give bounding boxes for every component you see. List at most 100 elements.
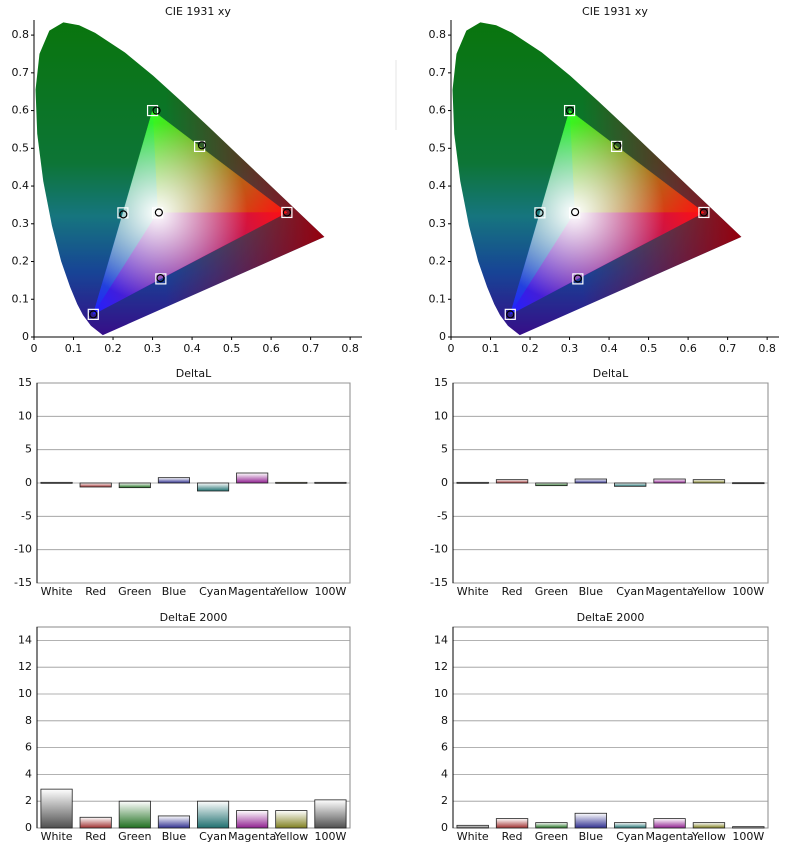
y-tick-label: -5: [21, 509, 32, 522]
bar: [275, 481, 308, 484]
bar: [197, 482, 230, 492]
y-tick-label: 0.5: [12, 141, 30, 154]
y-tick-label: 8: [25, 714, 32, 727]
measured-marker: [535, 208, 544, 217]
target-marker: [568, 207, 581, 219]
measured-marker: [156, 274, 165, 283]
y-tick-label: 0.8: [12, 28, 30, 41]
x-tick-label: 0.7: [302, 342, 320, 355]
bar: [157, 477, 190, 484]
bar: [118, 800, 151, 829]
y-tick-label: 10: [434, 687, 448, 700]
y-tick-label: 10: [434, 409, 448, 422]
bar: [456, 481, 489, 484]
measured-marker: [154, 208, 163, 217]
x-tick-label: 100W: [732, 830, 764, 843]
x-tick-label: 0.8: [341, 342, 359, 355]
plot-frame: [36, 626, 351, 829]
x-tick-label: Green: [118, 830, 151, 843]
x-tick-label: 0.5: [640, 342, 658, 355]
chart-title: DeltaL: [176, 367, 212, 380]
y-tick-label: 14: [434, 633, 448, 646]
measured-marker: [197, 141, 207, 150]
x-tick-label: 0.4: [183, 342, 201, 355]
bar: [236, 472, 269, 484]
y-tick-label: 0.1: [429, 292, 447, 305]
y-tick-label: 0: [439, 330, 446, 343]
y-tick-label: 12: [434, 660, 448, 673]
bar: [157, 815, 190, 829]
y-tick-label: 0.1: [12, 292, 30, 305]
bar: [535, 482, 568, 487]
measured-marker: [699, 208, 709, 217]
chart-title: DeltaE 2000: [160, 611, 228, 624]
measured-marker: [613, 141, 622, 150]
x-tick-label: 0.5: [223, 342, 241, 355]
x-tick-label: Red: [85, 585, 106, 598]
x-tick-label: Blue: [162, 585, 187, 598]
bar: [653, 478, 686, 484]
y-tick-label: 8: [441, 714, 448, 727]
x-tick-label: Green: [535, 830, 568, 843]
x-tick-label: Green: [535, 585, 568, 598]
x-tick-label: Blue: [579, 585, 604, 598]
y-tick-label: 0.3: [12, 217, 30, 230]
y-tick-label: 0: [25, 476, 32, 489]
measured-marker: [573, 274, 582, 283]
target-marker: [146, 104, 159, 117]
x-tick-label: 100W: [315, 830, 347, 843]
bar: [535, 822, 568, 829]
y-tick-label: -10: [430, 543, 448, 556]
target-marker: [534, 207, 546, 219]
y-tick-label: 0.4: [12, 179, 30, 192]
bar: [614, 822, 647, 829]
target-marker: [155, 273, 167, 285]
y-tick-label: 10: [18, 409, 32, 422]
y-tick-label: 10: [18, 687, 32, 700]
bar: [40, 788, 73, 829]
bar: [692, 479, 726, 484]
x-tick-label: Yellow: [691, 585, 726, 598]
x-tick-label: Yellow: [273, 585, 308, 598]
bar: [314, 799, 347, 829]
x-tick-label: Blue: [162, 830, 187, 843]
gamut-white: [93, 110, 287, 315]
bar: [614, 482, 647, 487]
y-tick-label: 4: [441, 767, 448, 780]
x-tick-label: Cyan: [616, 585, 644, 598]
bar: [456, 824, 489, 829]
y-tick-label: 0.5: [429, 141, 447, 154]
measured-marker: [565, 106, 575, 115]
y-tick-label: 0.2: [12, 255, 30, 268]
y-tick-label: 0: [25, 821, 32, 834]
y-tick-label: 0.2: [429, 255, 447, 268]
y-tick-label: 2: [441, 794, 448, 807]
target-marker: [87, 308, 99, 320]
y-tick-label: 0: [441, 476, 448, 489]
bar: [275, 810, 308, 829]
target-marker: [193, 140, 206, 153]
x-tick-label: White: [457, 830, 489, 843]
y-tick-label: 6: [441, 741, 448, 754]
x-tick-label: Cyan: [199, 830, 227, 843]
bar: [79, 816, 112, 829]
x-tick-label: Green: [118, 585, 151, 598]
x-tick-label: White: [41, 830, 73, 843]
bar: [692, 822, 726, 829]
x-tick-label: 0.4: [600, 342, 618, 355]
y-tick-label: 14: [18, 633, 32, 646]
measured-marker: [89, 310, 98, 319]
x-tick-label: 0: [31, 342, 38, 355]
measured-marker: [570, 207, 580, 217]
y-tick-label: -10: [14, 543, 32, 556]
x-tick-label: 0.8: [758, 342, 776, 355]
x-tick-label: 100W: [732, 585, 764, 598]
y-tick-label: 0.7: [429, 66, 447, 79]
target-marker: [572, 273, 584, 285]
plot-frame: [452, 626, 769, 829]
bar: [574, 812, 607, 829]
x-tick-label: 0.2: [521, 342, 539, 355]
x-tick-label: Magenta: [646, 830, 694, 843]
x-tick-label: 0.7: [719, 342, 737, 355]
bar: [653, 818, 686, 829]
